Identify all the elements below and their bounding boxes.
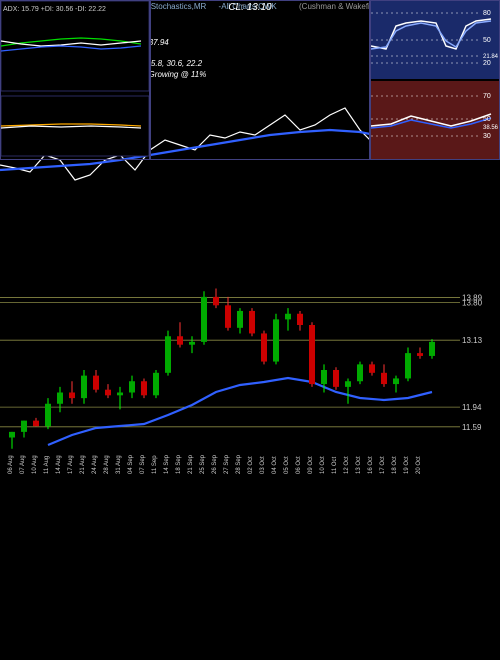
- svg-text:02 Oct: 02 Oct: [248, 456, 254, 474]
- svg-text:80: 80: [483, 10, 491, 17]
- adx-macd-panel[interactable]: ADX & MACD ADX: 15.79 +DI: 30.56 -DI: 22…: [0, 0, 150, 160]
- svg-text:07 Aug: 07 Aug: [20, 455, 26, 474]
- svg-text:03 Oct: 03 Oct: [260, 456, 266, 474]
- svg-text:05 Oct: 05 Oct: [284, 456, 290, 474]
- svg-text:14 Aug: 14 Aug: [56, 455, 62, 474]
- svg-text:06 Aug: 06 Aug: [8, 455, 14, 474]
- intra-svg: [151, 1, 369, 159]
- candle-chart-svg: 13.8913.8013.1311.9411.5906 Aug07 Aug10 …: [0, 280, 500, 500]
- svg-text:11 Sep: 11 Sep: [152, 455, 158, 474]
- svg-text:07 Sep: 07 Sep: [140, 454, 146, 474]
- svg-text:26 Sep: 26 Sep: [212, 454, 218, 474]
- svg-text:14 Sep: 14 Sep: [164, 454, 170, 474]
- svg-text:11 Oct: 11 Oct: [332, 456, 338, 474]
- svg-text:30: 30: [483, 133, 491, 140]
- svg-text:38.56: 38.56: [483, 125, 499, 131]
- adx-svg: ADX: 15.79 +DI: 30.56 -DI: 22.22: [1, 1, 149, 159]
- svg-text:28 Aug: 28 Aug: [104, 455, 110, 474]
- svg-text:11 Aug: 11 Aug: [44, 456, 50, 474]
- svg-text:27 Sep: 27 Sep: [224, 454, 230, 474]
- intraday-panel[interactable]: Intra Day Trading Price & MR SI: [150, 0, 370, 160]
- svg-text:19 Oct: 19 Oct: [404, 456, 410, 474]
- stoch-svg: 805021.8420705038.5630: [371, 1, 499, 159]
- svg-text:24 Aug: 24 Aug: [92, 455, 98, 474]
- bottom-panels-row: ADX & MACD ADX: 15.79 +DI: 30.56 -DI: 22…: [0, 0, 500, 160]
- svg-text:ADX: 15.79 +DI: 30.56 -DI: 22: ADX: 15.79 +DI: 30.56 -DI: 22.22: [3, 6, 106, 13]
- svg-text:10 Aug: 10 Aug: [32, 455, 38, 474]
- svg-text:13.13: 13.13: [462, 336, 483, 345]
- svg-text:18 Sep: 18 Sep: [176, 454, 182, 474]
- svg-text:18 Oct: 18 Oct: [392, 456, 398, 474]
- candle-chart-panel[interactable]: 13.8913.8013.1311.9411.5906 Aug07 Aug10 …: [0, 280, 500, 500]
- svg-text:09 Oct: 09 Oct: [308, 456, 314, 474]
- svg-text:12 Oct: 12 Oct: [344, 456, 350, 474]
- svg-text:20 Oct: 20 Oct: [416, 456, 422, 474]
- svg-text:17 Oct: 17 Oct: [380, 456, 386, 474]
- svg-text:04 Sep: 04 Sep: [128, 454, 134, 474]
- svg-text:20: 20: [483, 60, 491, 67]
- svg-text:13.80: 13.80: [462, 299, 483, 308]
- svg-text:10 Oct: 10 Oct: [320, 456, 326, 474]
- svg-text:06 Oct: 06 Oct: [296, 456, 302, 474]
- svg-text:70: 70: [483, 93, 491, 100]
- svg-text:50: 50: [483, 37, 491, 44]
- svg-text:13 Oct: 13 Oct: [356, 456, 362, 474]
- svg-text:11.59: 11.59: [462, 423, 482, 432]
- svg-text:28 Sep: 28 Sep: [236, 454, 242, 474]
- svg-text:31 Aug: 31 Aug: [116, 455, 122, 474]
- svg-text:21 Sep: 21 Sep: [188, 454, 194, 474]
- svg-text:16 Oct: 16 Oct: [368, 456, 374, 474]
- svg-text:25 Sep: 25 Sep: [200, 454, 206, 474]
- svg-text:17 Aug: 17 Aug: [68, 455, 74, 474]
- svg-text:21 Aug: 21 Aug: [80, 455, 86, 474]
- svg-text:04 Oct: 04 Oct: [272, 456, 278, 474]
- svg-text:50: 50: [483, 116, 491, 123]
- svg-text:11.94: 11.94: [462, 403, 482, 412]
- stochastics-panel[interactable]: Stochastics & R SI 805021.8420705038.563…: [370, 0, 500, 160]
